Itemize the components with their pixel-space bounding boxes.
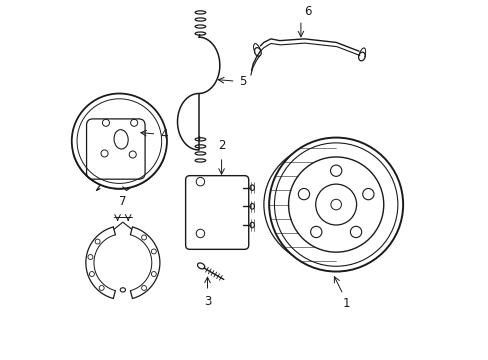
Text: 2: 2 — [217, 139, 225, 152]
Circle shape — [72, 94, 166, 189]
Text: 6: 6 — [304, 5, 311, 18]
Text: 5: 5 — [239, 75, 246, 88]
Circle shape — [268, 138, 402, 271]
Text: 4: 4 — [160, 127, 167, 140]
Text: 1: 1 — [342, 297, 350, 310]
Text: 3: 3 — [203, 295, 211, 308]
Text: 7: 7 — [119, 195, 126, 208]
